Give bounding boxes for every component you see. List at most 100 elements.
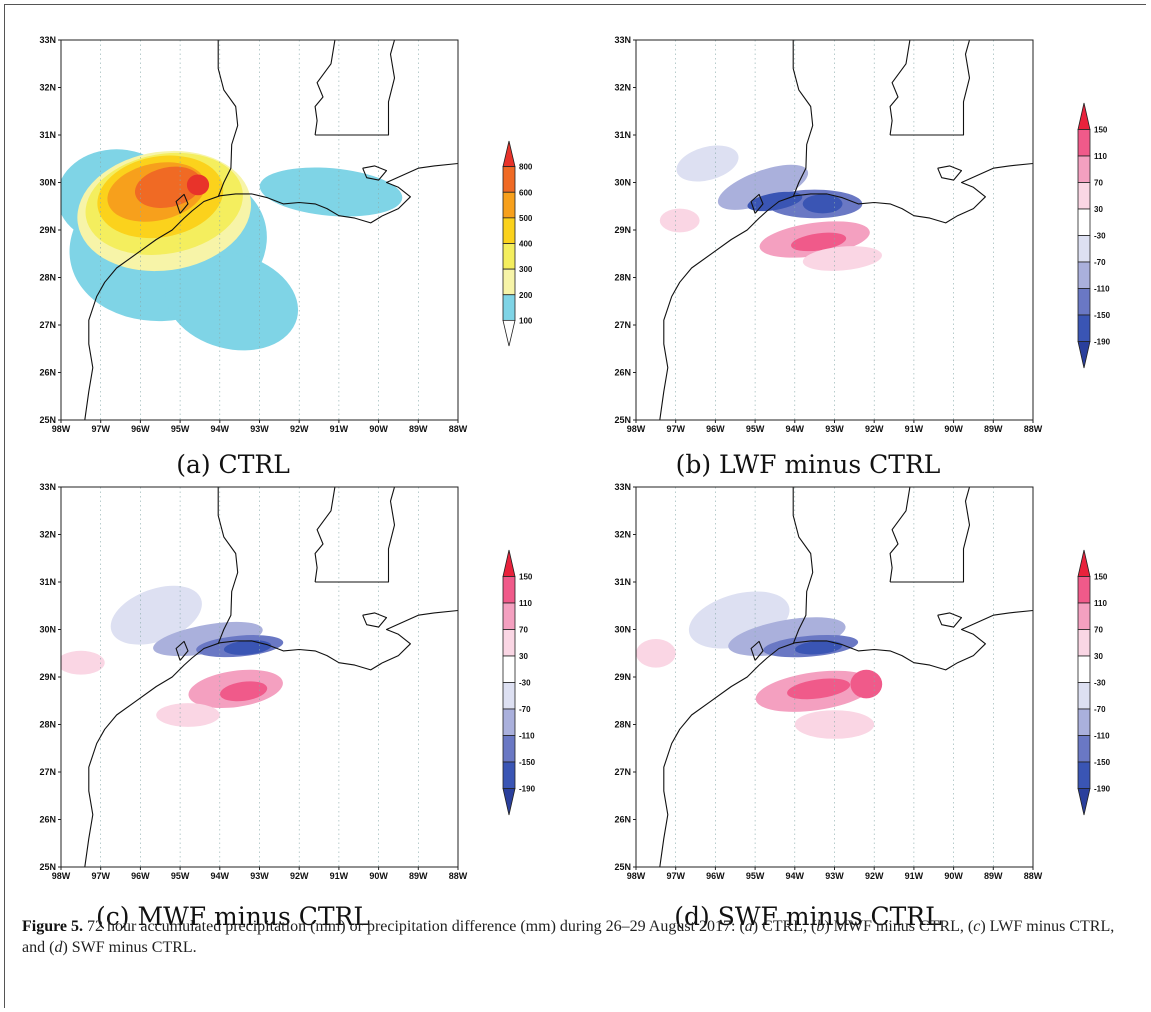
colorbar-swatch: [1077, 788, 1091, 816]
state-border: [889, 487, 911, 583]
panel-caption-d: (d) SWF minus CTRL: [674, 902, 942, 931]
lon-tick-label: 95W: [746, 871, 765, 881]
colorbar-swatch: [502, 191, 516, 219]
lon-tick-label: 96W: [706, 424, 725, 434]
panel-caption-a: (a) CTRL: [176, 450, 290, 479]
precip-contour: [794, 640, 843, 655]
state-border: [792, 40, 814, 198]
colorbar: 150 110 70 30 -30 -70 -110 -150 -190: [1077, 102, 1111, 369]
precip-contour: [802, 194, 843, 214]
colorbar-swatch: [1077, 735, 1091, 763]
lon-tick-label: 88W: [1024, 424, 1043, 434]
colorbar-swatch: [1077, 576, 1091, 604]
lon-tick-label: 91W: [330, 424, 349, 434]
lat-tick-label: 30N: [39, 178, 56, 188]
colorbar-label: 70: [1094, 179, 1103, 188]
colorbar-label: 70: [1094, 626, 1103, 635]
precip-contour: [110, 585, 202, 645]
precip-contour: [259, 167, 403, 217]
colorbar-label: -110: [519, 732, 535, 741]
lon-tick-label: 89W: [409, 424, 428, 434]
colorbar-swatch: [502, 243, 516, 270]
colorbar: 150 110 70 30 -30 -70 -110 -150 -190: [1077, 549, 1111, 816]
colorbar-label: 110: [1094, 599, 1107, 608]
colorbar-label: 110: [1094, 152, 1107, 161]
colorbar-swatch: [1077, 682, 1091, 710]
colorbar-label: 100: [519, 316, 533, 325]
lon-tick-label: 94W: [211, 871, 230, 881]
lon-tick-label: 90W: [369, 424, 388, 434]
lat-tick-label: 30N: [39, 625, 56, 635]
lon-tick-label: 98W: [52, 871, 71, 881]
lat-tick-label: 31N: [614, 130, 631, 140]
lake-outline: [937, 165, 963, 181]
lat-tick-label: 30N: [614, 625, 631, 635]
lat-tick-label: 28N: [614, 720, 631, 730]
lon-tick-label: 97W: [91, 871, 110, 881]
coastline: [84, 162, 458, 420]
colorbar-label: -190: [1094, 785, 1111, 794]
colorbar-swatch: [1077, 155, 1091, 183]
bay-outline: [750, 193, 764, 214]
lon-tick-label: 95W: [171, 871, 190, 881]
colorbar-label: 200: [519, 291, 533, 300]
colorbar-swatch: [1077, 549, 1091, 577]
lat-tick-label: 32N: [614, 83, 631, 93]
precip-contour: [61, 650, 105, 675]
precip-contour: [165, 252, 299, 351]
colorbar-label: 800: [519, 163, 533, 172]
colorbar-swatch: [502, 761, 516, 789]
colorbar-swatch: [502, 735, 516, 763]
colorbar-swatch: [1077, 602, 1091, 630]
lat-tick-label: 32N: [614, 530, 631, 540]
state-border: [217, 40, 239, 198]
map-ctrl: 25N 26N 27N 28N 29N 30N 31N 32N 33N 98W 97W 96W 95W 9…: [39, 35, 533, 434]
state-border: [314, 487, 336, 583]
precip-contour: [156, 703, 220, 727]
colorbar-label: 150: [519, 573, 533, 582]
colorbar-label: 70: [519, 626, 528, 635]
precip-contour: [636, 639, 676, 668]
lon-tick-label: 93W: [250, 424, 269, 434]
precip-contour: [223, 640, 272, 655]
lat-tick-label: 31N: [614, 577, 631, 587]
colorbar-swatch: [1077, 655, 1091, 683]
lat-tick-label: 30N: [614, 178, 631, 188]
state-border: [315, 40, 396, 136]
colorbar-swatch: [1077, 288, 1091, 316]
colorbar-label: 110: [519, 599, 532, 608]
colorbar-swatch: [502, 549, 516, 577]
colorbar-swatch: [502, 268, 516, 296]
lon-tick-label: 96W: [131, 424, 150, 434]
colorbar-label: -30: [519, 679, 531, 688]
colorbar-swatch: [1077, 761, 1091, 789]
lon-tick-label: 89W: [984, 424, 1003, 434]
lat-tick-label: 27N: [39, 767, 56, 777]
lat-tick-label: 26N: [39, 815, 56, 825]
lat-tick-label: 27N: [614, 767, 631, 777]
figure-caption: Figure 5. 72 hour accumulated precipitat…: [22, 916, 1132, 958]
coastline: [659, 162, 1033, 420]
colorbar-swatch: [502, 655, 516, 683]
lat-tick-label: 29N: [39, 672, 56, 682]
lat-tick-label: 29N: [614, 672, 631, 682]
colorbar-swatch: [1077, 235, 1091, 263]
lat-tick-label: 27N: [39, 320, 56, 330]
lon-tick-label: 94W: [786, 424, 805, 434]
colorbar-label: -150: [1094, 311, 1111, 320]
colorbar: 150 110 70 30 -30 -70 -110 -150 -190: [502, 549, 536, 816]
lat-tick-label: 27N: [614, 320, 631, 330]
figure-frame: [4, 4, 1146, 1008]
lat-tick-label: 31N: [39, 130, 56, 140]
lon-tick-label: 92W: [290, 424, 309, 434]
colorbar-label: -150: [1094, 758, 1111, 767]
lat-tick-label: 26N: [614, 815, 631, 825]
lat-tick-label: 32N: [39, 83, 56, 93]
map-swf-minus-ctrl: 25N 26N 27N 28N 29N 30N 31N 32N 33N 98W 97W 96W 95W 9…: [614, 482, 1111, 881]
lake-outline: [362, 165, 388, 181]
lon-tick-label: 88W: [449, 424, 468, 434]
lon-tick-label: 97W: [666, 871, 685, 881]
lon-tick-label: 91W: [905, 424, 924, 434]
colorbar-swatch: [502, 166, 516, 193]
precip-contour: [794, 710, 875, 739]
